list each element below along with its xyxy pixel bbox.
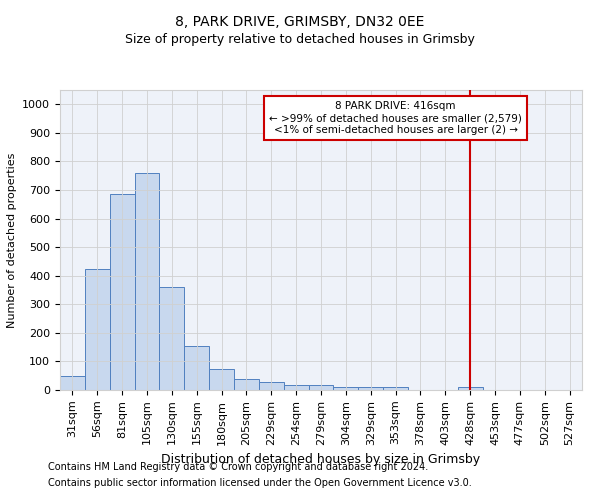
Bar [209, 368, 234, 390]
X-axis label: Distribution of detached houses by size in Grimsby: Distribution of detached houses by size … [161, 453, 481, 466]
Text: Contains public sector information licensed under the Open Government Licence v3: Contains public sector information licen… [48, 478, 472, 488]
Bar [259, 382, 284, 390]
Bar [110, 194, 134, 390]
Bar [334, 387, 358, 390]
Text: Size of property relative to detached houses in Grimsby: Size of property relative to detached ho… [125, 32, 475, 46]
Bar [60, 376, 85, 390]
Y-axis label: Number of detached properties: Number of detached properties [7, 152, 17, 328]
Bar [160, 287, 184, 390]
Bar [358, 387, 383, 390]
Bar [308, 386, 334, 390]
Bar [134, 173, 160, 390]
Text: 8, PARK DRIVE, GRIMSBY, DN32 0EE: 8, PARK DRIVE, GRIMSBY, DN32 0EE [175, 15, 425, 29]
Bar [85, 268, 110, 390]
Bar [234, 378, 259, 390]
Text: 8 PARK DRIVE: 416sqm
← >99% of detached houses are smaller (2,579)
<1% of semi-d: 8 PARK DRIVE: 416sqm ← >99% of detached … [269, 102, 522, 134]
Bar [383, 387, 408, 390]
Bar [184, 346, 209, 390]
Bar [458, 387, 482, 390]
Bar [284, 386, 308, 390]
Text: Contains HM Land Registry data © Crown copyright and database right 2024.: Contains HM Land Registry data © Crown c… [48, 462, 428, 472]
